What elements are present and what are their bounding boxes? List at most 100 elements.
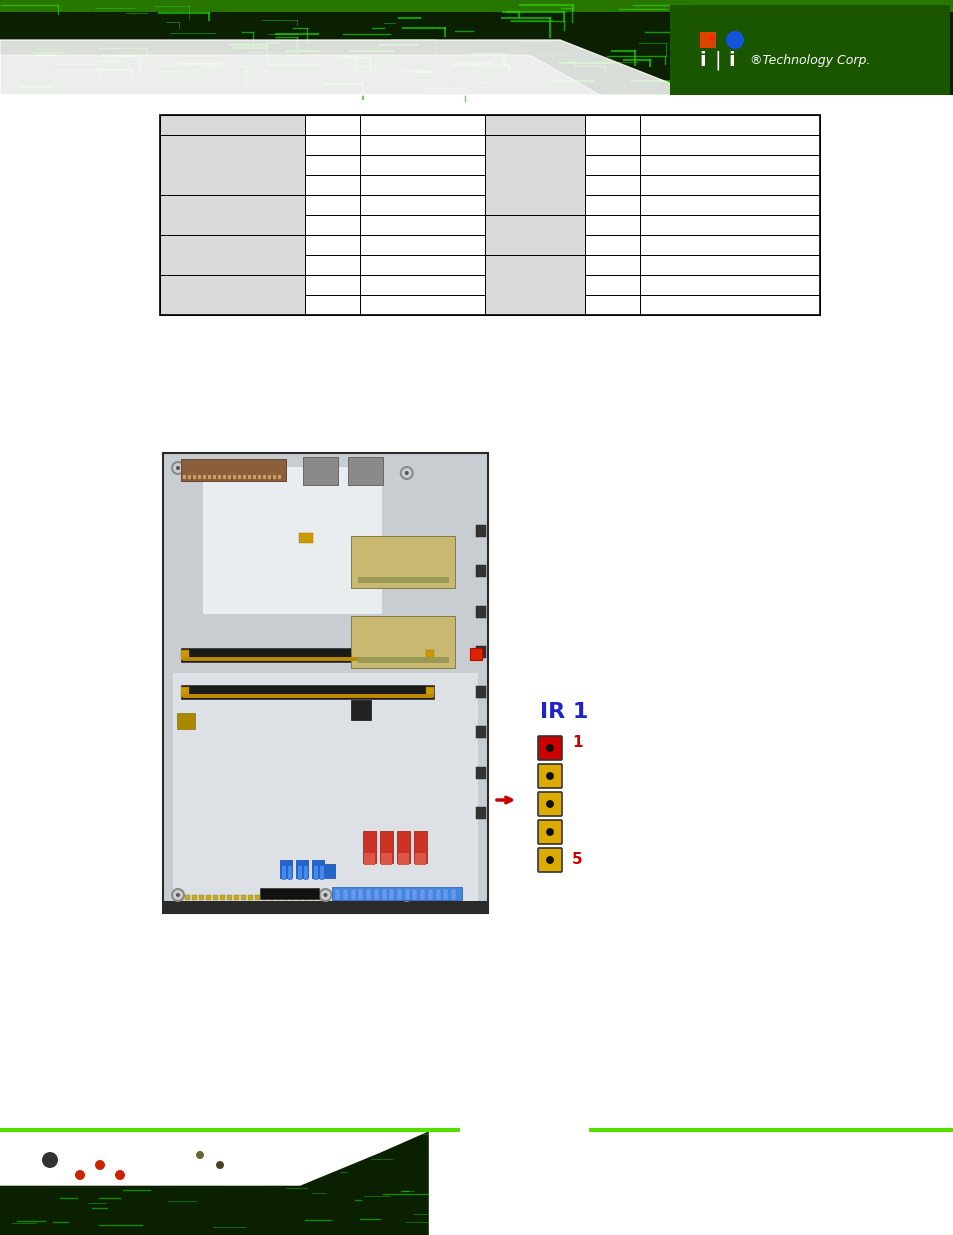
Bar bbox=[669, 5, 949, 95]
Bar bbox=[304, 895, 309, 900]
Bar bbox=[379, 831, 393, 863]
Circle shape bbox=[171, 461, 185, 475]
Bar bbox=[183, 694, 433, 698]
Circle shape bbox=[215, 1161, 224, 1170]
Bar bbox=[213, 475, 215, 479]
Text: |: | bbox=[714, 51, 720, 69]
Bar bbox=[476, 605, 485, 618]
Bar bbox=[160, 275, 305, 295]
Bar bbox=[273, 475, 275, 479]
Bar bbox=[160, 275, 305, 315]
Bar bbox=[639, 295, 820, 315]
Bar bbox=[305, 295, 359, 315]
Bar bbox=[160, 254, 305, 275]
Bar bbox=[160, 135, 305, 156]
Bar bbox=[476, 566, 485, 577]
Circle shape bbox=[115, 1170, 125, 1179]
Bar bbox=[283, 895, 288, 900]
Bar bbox=[208, 475, 211, 479]
Bar bbox=[426, 687, 434, 697]
Bar bbox=[317, 895, 323, 900]
Circle shape bbox=[545, 856, 554, 864]
Circle shape bbox=[545, 800, 554, 808]
Bar bbox=[389, 889, 394, 900]
Bar bbox=[160, 235, 305, 275]
Bar bbox=[363, 853, 375, 864]
Bar bbox=[443, 889, 448, 900]
Bar bbox=[160, 175, 305, 195]
Bar bbox=[380, 853, 392, 864]
Bar bbox=[178, 895, 183, 900]
Bar bbox=[374, 889, 378, 900]
Circle shape bbox=[545, 743, 554, 752]
Bar bbox=[484, 175, 584, 195]
Bar bbox=[177, 713, 194, 729]
Circle shape bbox=[42, 1152, 58, 1168]
Bar bbox=[160, 215, 305, 235]
Bar bbox=[415, 853, 425, 864]
FancyBboxPatch shape bbox=[537, 792, 561, 816]
Bar bbox=[639, 195, 820, 215]
Bar bbox=[476, 685, 485, 698]
Bar bbox=[476, 767, 485, 778]
Bar bbox=[639, 215, 820, 235]
Bar bbox=[206, 895, 211, 900]
Bar bbox=[359, 135, 484, 156]
Bar bbox=[451, 889, 456, 900]
Bar bbox=[476, 646, 485, 658]
Bar bbox=[181, 459, 286, 480]
Bar bbox=[584, 295, 639, 315]
Bar bbox=[419, 889, 425, 900]
Bar bbox=[268, 475, 271, 479]
Bar bbox=[243, 475, 246, 479]
Bar bbox=[203, 475, 206, 479]
Bar bbox=[172, 673, 477, 903]
Bar bbox=[305, 275, 359, 295]
Bar bbox=[397, 853, 409, 864]
Bar bbox=[188, 475, 191, 479]
Text: i: i bbox=[728, 51, 735, 69]
Text: IR 1: IR 1 bbox=[539, 701, 588, 722]
Bar bbox=[0, 0, 953, 95]
Bar bbox=[470, 648, 481, 661]
Circle shape bbox=[399, 466, 414, 480]
Bar bbox=[305, 254, 359, 275]
Bar bbox=[305, 215, 359, 235]
Bar bbox=[484, 295, 584, 315]
Bar bbox=[199, 895, 204, 900]
Bar bbox=[359, 175, 484, 195]
Bar bbox=[700, 32, 716, 48]
Bar bbox=[193, 475, 195, 479]
Bar bbox=[160, 195, 305, 235]
Bar bbox=[163, 453, 488, 913]
Circle shape bbox=[95, 1160, 105, 1170]
Bar bbox=[584, 175, 639, 195]
Bar bbox=[304, 866, 308, 881]
Bar bbox=[476, 806, 485, 819]
Bar bbox=[396, 831, 410, 863]
Bar bbox=[253, 475, 255, 479]
Bar bbox=[181, 650, 189, 661]
Bar bbox=[484, 215, 584, 254]
Bar bbox=[248, 895, 253, 900]
Bar bbox=[248, 475, 251, 479]
Circle shape bbox=[399, 888, 414, 902]
Circle shape bbox=[404, 471, 408, 475]
Circle shape bbox=[320, 890, 330, 900]
Bar bbox=[584, 215, 639, 235]
Bar bbox=[366, 889, 371, 900]
Polygon shape bbox=[0, 56, 599, 95]
Bar bbox=[183, 475, 186, 479]
Bar bbox=[484, 275, 584, 295]
Bar bbox=[228, 475, 231, 479]
Bar bbox=[584, 115, 639, 135]
Polygon shape bbox=[0, 1130, 430, 1186]
Bar bbox=[185, 895, 190, 900]
Circle shape bbox=[545, 772, 554, 781]
Bar bbox=[257, 475, 261, 479]
Bar bbox=[260, 888, 318, 899]
Bar bbox=[584, 254, 639, 275]
Bar bbox=[241, 895, 246, 900]
Text: ®Technology Corp.: ®Technology Corp. bbox=[749, 53, 869, 67]
Circle shape bbox=[75, 1170, 85, 1179]
